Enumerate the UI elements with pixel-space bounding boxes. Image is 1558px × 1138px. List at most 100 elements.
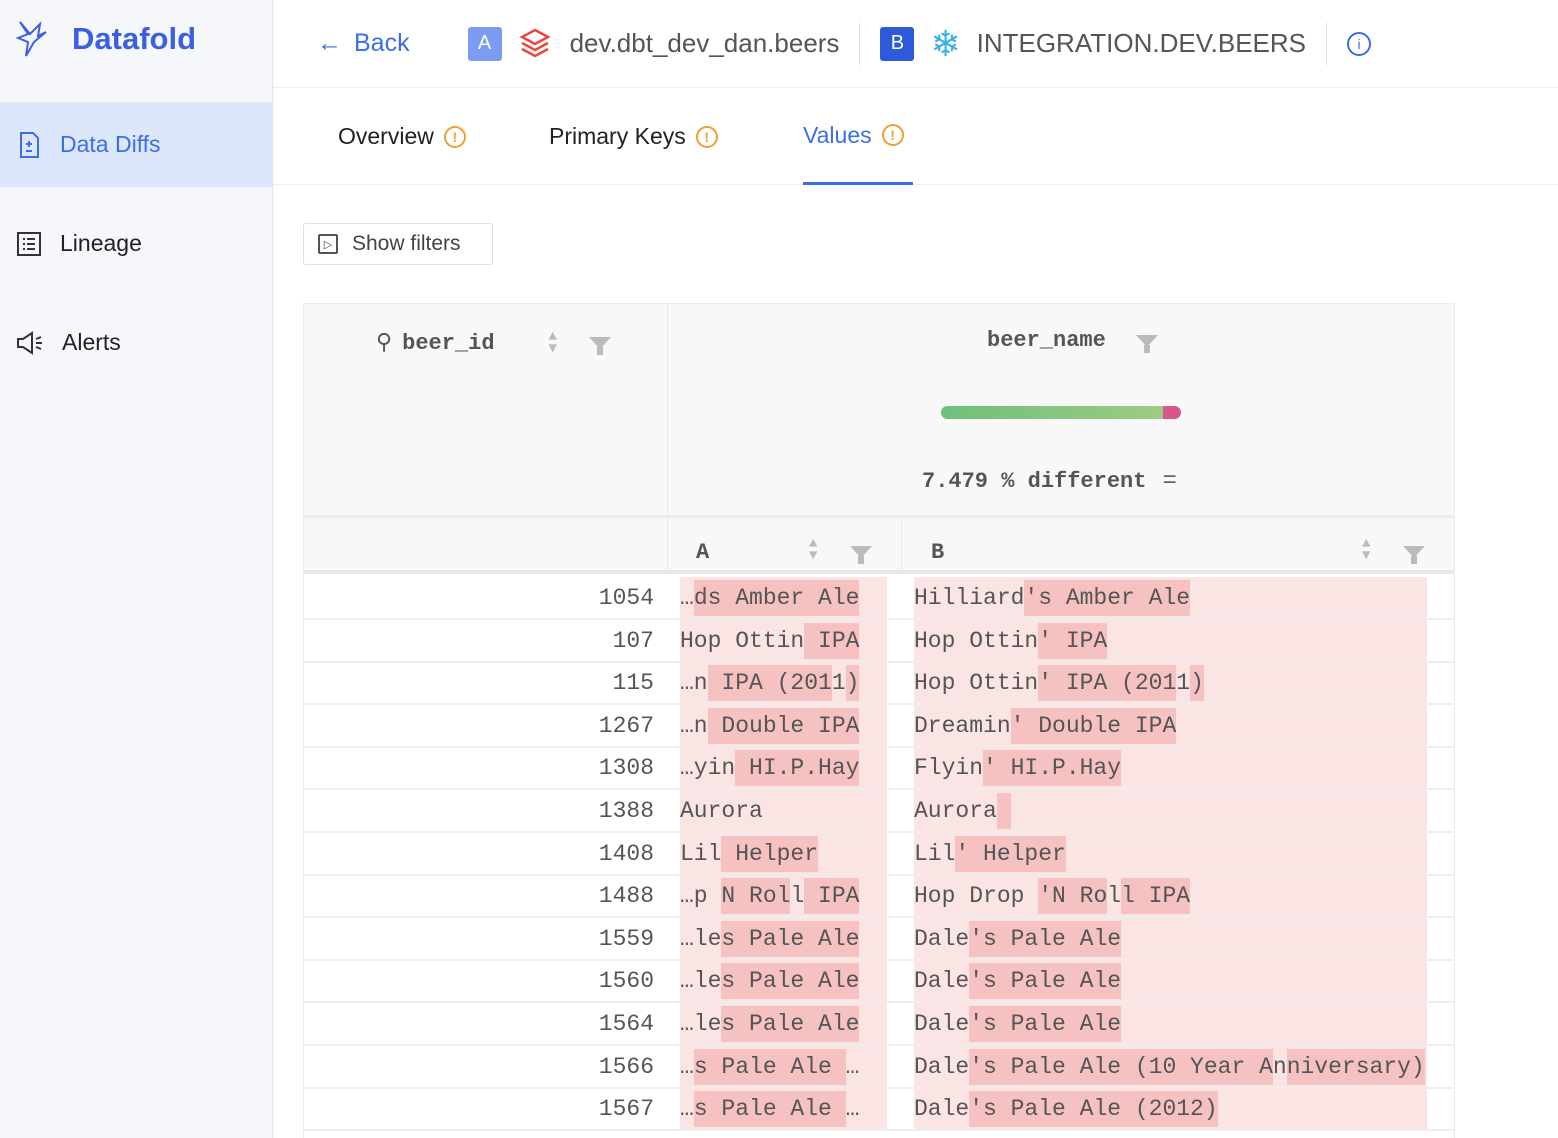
table-row[interactable]: 1054 …ds Amber Ale Hilliard's Amber Ale — [304, 577, 1454, 620]
diff-highlight: l IPA — [1121, 878, 1191, 915]
value-a-cell: …les Pale Ale — [680, 960, 887, 1002]
search-icon[interactable]: ⚲ — [376, 331, 393, 356]
table-row[interactable]: 1564 …les Pale Ale Dale's Pale Ale — [304, 1003, 1454, 1046]
table-row[interactable]: 1560 …les Pale Ale Dale's Pale Ale — [304, 960, 1454, 1004]
text-segment: Hop Drop — [914, 883, 1039, 910]
column-a-label: A — [696, 540, 710, 565]
back-label: Back — [354, 29, 410, 57]
back-button[interactable]: ← Back — [317, 29, 410, 58]
table-row[interactable]: 1488 …p N Roll IPA Hop Drop 'N Roll IPA — [304, 875, 1454, 919]
text-segment: Hop Ottin — [680, 627, 805, 654]
diff-highlight: N Rol — [721, 878, 791, 915]
text-segment: Flyin — [914, 755, 984, 782]
text-segment: …yin — [680, 755, 736, 782]
beer-id-cell: 1559 — [598, 925, 654, 952]
show-filters-button[interactable]: ▷ Show filters — [303, 223, 493, 265]
diff-highlight: 's Pale Ale (10 Year A — [969, 1048, 1273, 1085]
table-row[interactable]: 1308 …yin HI.P.Hay Flyin' HI.P.Hay — [304, 747, 1454, 791]
value-a-cell: …yin HI.P.Hay — [680, 747, 887, 789]
text-segment: Dale — [914, 925, 970, 952]
diff-highlight: s Pale Ale — [693, 1048, 846, 1085]
text-segment: l — [1107, 883, 1122, 910]
table-row[interactable]: 107 Hop Ottin IPA Hop Ottin' IPA — [304, 619, 1454, 663]
value-column-name: beer_name — [987, 328, 1106, 353]
key-column-header: ⚲ beer_id ▲ ▼ — [376, 330, 611, 356]
beer-id-cell: 107 — [612, 627, 654, 654]
text-segment: …le — [680, 925, 722, 952]
diff-highlight: ' HI.P.Hay — [983, 750, 1122, 787]
diff-highlight: 's Amber Ale — [1024, 580, 1191, 616]
value-a-cell: …les Pale Ale — [680, 1003, 887, 1044]
diff-highlight: IPA — [804, 878, 860, 915]
table-row[interactable]: 1388 Aurora Aurora — [304, 790, 1454, 833]
sidebar-item-alerts[interactable]: Alerts — [0, 300, 272, 385]
warning-icon: ! — [695, 125, 718, 148]
text-segment: …le — [680, 968, 722, 995]
table-row[interactable]: 1559 …les Pale Ale Dale's Pale Ale — [304, 917, 1454, 961]
diff-summary: 7.479 % different = — [922, 468, 1177, 495]
value-b-cell: Hop Ottin' IPA — [914, 619, 1427, 661]
value-a-cell: …ds Amber Ale — [680, 577, 887, 618]
text-segment: 1 — [1176, 670, 1191, 697]
sort-icon[interactable]: ▲ ▼ — [1362, 536, 1371, 564]
diff-highlight: 's Pale Ale — [969, 963, 1122, 1000]
value-b-cell: Dale's Pale Ale — [914, 917, 1427, 959]
document-diff-icon — [20, 131, 39, 158]
dataset-a-badge: A — [467, 26, 502, 61]
diff-highlight: ' Helper — [955, 835, 1066, 872]
beer-id-cell: 1488 — [598, 883, 654, 910]
sidebar: Datafold Data Diffs Lineage Alerts — [0, 0, 273, 1138]
text-segment: l — [790, 883, 805, 910]
filter-icon[interactable] — [588, 337, 611, 355]
values-diff-table: ⚲ beer_id ▲ ▼ beer_name 7.479 % different… — [303, 303, 1455, 1138]
filter-icon[interactable] — [1135, 334, 1158, 353]
sidebar-item-lineage[interactable]: Lineage — [0, 201, 272, 286]
filter-icon[interactable] — [850, 546, 872, 564]
value-a-cell: …n IPA (2011) — [680, 662, 887, 704]
info-icon[interactable]: i — [1347, 31, 1372, 56]
sidebar-item-data-diffs[interactable]: Data Diffs — [0, 102, 272, 187]
tab-overview[interactable]: Overview! — [338, 88, 466, 185]
value-b-cell: Dale's Pale Ale (10 Year Anniversary) — [914, 1045, 1427, 1087]
sidebar-item-label: Data Diffs — [60, 131, 161, 157]
app-name: Datafold — [72, 21, 196, 56]
value-b-cell: Dale's Pale Ale — [914, 960, 1427, 1002]
beer-id-cell: 1054 — [598, 585, 654, 611]
text-segment: Hop Ottin — [914, 670, 1039, 697]
column-header: ⚲ beer_id ▲ ▼ beer_name 7.479 % different… — [304, 304, 1454, 518]
divider — [1326, 22, 1328, 65]
table-row[interactable]: 115 …n IPA (2011) Hop Ottin' IPA (2011) — [304, 662, 1454, 706]
text-segment: … — [680, 1053, 694, 1080]
text-segment: Aurora — [680, 798, 763, 824]
table-row[interactable]: 1566 …s Pale Ale … Dale's Pale Ale (10 Yea… — [304, 1045, 1454, 1089]
sort-icon[interactable]: ▲ ▼ — [809, 536, 818, 564]
value-a-cell: …n Double IPA — [680, 704, 887, 746]
text-segment: …p — [680, 883, 722, 910]
tab-primary-keys[interactable]: Primary Keys! — [549, 88, 718, 185]
sort-icon[interactable]: ▲ ▼ — [548, 329, 557, 357]
table-row[interactable]: 1267 …n Double IPA Dreamin' Double IPA — [304, 704, 1454, 748]
snowflake-icon: ❄ — [930, 22, 961, 64]
diff-highlight: niversary) — [1286, 1048, 1425, 1085]
value-b-cell: Flyin' HI.P.Hay — [914, 747, 1427, 789]
divider — [667, 304, 668, 515]
equals-icon[interactable]: = — [1162, 468, 1177, 495]
text-segment: Lil — [914, 840, 956, 867]
diff-highlight: Double IPA — [707, 707, 860, 744]
text-segment: Dale — [914, 1011, 970, 1037]
filter-icon[interactable] — [1403, 546, 1425, 564]
tab-values[interactable]: Values! — [803, 88, 913, 185]
sidebar-item-label: Alerts — [62, 329, 121, 355]
text-segment: …n — [680, 670, 708, 697]
diff-highlight: ) — [1190, 665, 1204, 702]
diff-highlight: 's Pale Ale — [969, 1006, 1122, 1042]
tab-label: Overview — [338, 123, 434, 149]
logo[interactable]: Datafold — [16, 20, 196, 58]
diff-highlight: ) — [845, 665, 860, 702]
megaphone-icon — [17, 330, 42, 355]
diff-highlight: s Pale Ale — [721, 920, 860, 957]
table-row[interactable]: 1567 …s Pale Ale … Dale's Pale Ale (2012) — [304, 1088, 1454, 1132]
table-row[interactable]: 1408 Lil Helper Lil' Helper — [304, 832, 1454, 876]
beer-id-cell: 1267 — [598, 712, 654, 739]
divider — [901, 518, 902, 570]
